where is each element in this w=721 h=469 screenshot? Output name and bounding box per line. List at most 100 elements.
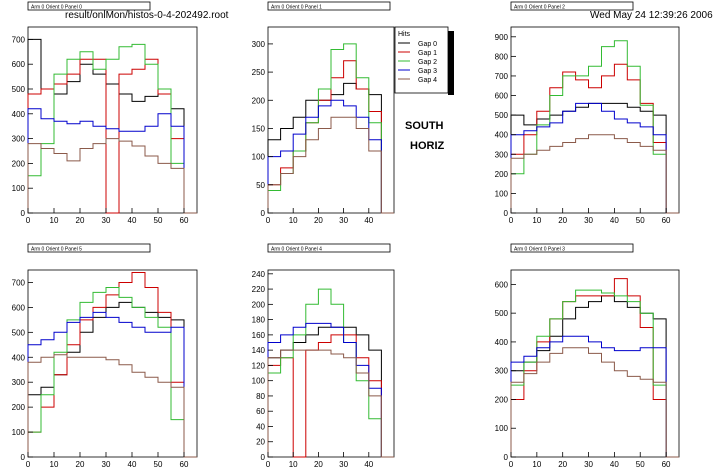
legend: Hits Gap 0 Gap 1 Gap 2 Gap 3 Gap 4 [394,26,454,95]
x-tick-label: 50 [154,460,163,469]
y-tick-label: 0 [261,209,266,218]
y-tick-label: 300 [252,40,266,49]
y-tick-label: 800 [495,52,509,61]
x-tick-label: 30 [339,216,348,225]
series-gap-4 [27,354,197,458]
x-tick-label: 20 [76,460,85,469]
plot-frame [510,269,680,458]
x-tick-label: 60 [180,216,189,225]
series-gap-0 [27,301,197,458]
y-tick-label: 100 [12,428,26,437]
panel-title: Arm 0 Orient 0 Panel 0 [31,4,82,10]
legend-entry: Gap 3 [418,68,437,75]
y-tick-label: 0 [21,453,26,462]
panel-1: Arm 0 Orient 0 Panel 1050100150200250300… [252,1,395,225]
x-tick-label: 60 [662,216,671,225]
file-label: result/onlMon/histos-0-4-202492.root [65,10,229,21]
y-tick-label: 180 [252,316,266,325]
panel-title-box [27,1,151,11]
x-tick-label: 50 [636,460,645,469]
y-tick-label: 400 [12,110,26,119]
timestamp: Wed May 24 12:39:26 2006 [590,10,713,21]
x-tick-label: 10 [289,460,298,469]
y-tick-label: 0 [21,209,26,218]
y-tick-label: 100 [495,424,509,433]
x-tick-label: 0 [266,216,271,225]
y-tick-label: 220 [252,285,266,294]
y-tick-label: 200 [12,159,26,168]
y-tick-label: 200 [12,403,26,412]
panel-title: Arm 0 Orient 0 Panel 3 [514,246,565,252]
x-tick-label: 10 [289,216,298,225]
y-tick-label: 200 [495,395,509,404]
panel-0: Arm 0 Orient 0 Panel 0 0 100 200 300 400 500 60… [12,1,198,225]
y-tick-label: 200 [252,300,266,309]
series-gap-1 [510,63,679,214]
x-tick-label: 30 [584,216,593,225]
plot-frame [267,26,395,214]
panel-title-box [510,1,634,11]
x-tick-label: 10 [532,216,541,225]
x-tick-label: 30 [584,460,593,469]
x-tick-label: 30 [102,460,111,469]
y-tick-label: 0 [504,453,509,462]
series-gap-3 [27,108,197,214]
legend-entry: Gap 0 [418,41,437,48]
side-text-line2: HORIZ [410,140,445,152]
panel-title-box [510,243,634,253]
y-tick-label: 300 [12,135,26,144]
y-tick-label: 100 [12,184,26,193]
y-tick-label: 120 [252,361,266,370]
x-tick-label: 10 [50,216,59,225]
legend-entry: Gap 4 [418,77,437,84]
panel-title: Arm 0 Orient 0 Panel 5 [31,246,82,252]
x-tick-label: 10 [532,460,541,469]
x-tick-label: 40 [610,460,619,469]
panel-4: Arm 0 Orient 0 Panel 4020406080100120140… [252,243,395,469]
y-tick-label: 0 [261,453,266,462]
series-gap-4 [267,116,394,214]
y-tick-label: 500 [12,328,26,337]
x-tick-label: 40 [610,216,619,225]
y-tick-label: 160 [252,331,266,340]
y-tick-label: 700 [12,278,26,287]
x-tick-label: 60 [180,460,189,469]
x-tick-label: 30 [102,216,111,225]
plot-frame [27,269,198,458]
x-tick-label: 40 [364,216,373,225]
y-tick-label: 500 [12,85,26,94]
series-gap-0 [510,102,679,214]
y-tick-label: 20 [256,438,265,447]
series-gap-0 [510,295,679,458]
y-tick-label: 600 [12,303,26,312]
y-tick-label: 500 [495,309,509,318]
x-tick-label: 0 [509,460,514,469]
plot-frame [27,26,198,214]
y-tick-label: 700 [495,72,509,81]
x-tick-label: 30 [339,460,348,469]
series-gap-1 [510,278,679,458]
y-tick-label: 300 [495,367,509,376]
x-tick-label: 20 [558,460,567,469]
x-tick-label: 20 [314,460,323,469]
y-tick-label: 600 [495,92,509,101]
panel-title-box [27,243,151,253]
series-gap-2 [510,40,679,214]
x-tick-label: 20 [76,216,85,225]
x-tick-label: 40 [128,216,137,225]
y-tick-label: 200 [495,170,509,179]
panel-title: Arm 0 Orient 0 Panel 2 [514,4,565,10]
y-tick-label: 140 [252,346,266,355]
y-tick-label: 300 [495,150,509,159]
legend-shadow [448,31,454,95]
legend-title: Hits [398,31,411,38]
panel-title: Arm 0 Orient 0 Panel 1 [271,4,322,10]
y-tick-label: 50 [256,181,265,190]
panel-title: Arm 0 Orient 0 Panel 4 [271,246,322,252]
y-tick-label: 300 [12,378,26,387]
y-tick-label: 500 [495,111,509,120]
x-tick-label: 20 [314,216,323,225]
y-tick-label: 600 [495,280,509,289]
x-tick-label: 20 [558,216,567,225]
